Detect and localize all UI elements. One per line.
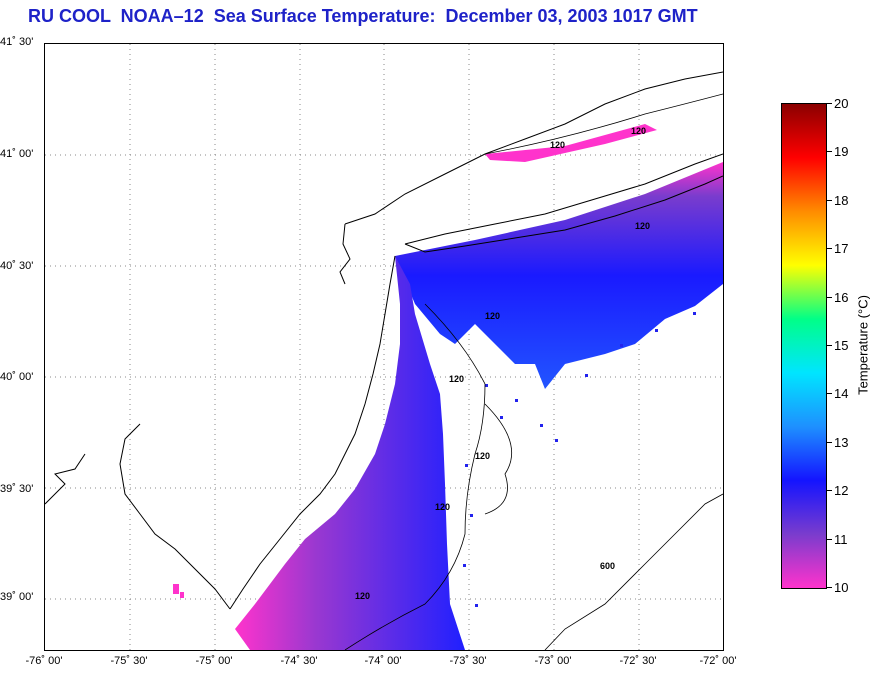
offshore-sst [395,162,723,389]
contour-label: 600 [600,561,615,571]
lat-label: 39˚ 30' [0,483,34,495]
colorbar-label: 10 [834,580,849,595]
contour-label: 120 [635,221,650,231]
colorbar-tick [826,151,832,152]
lon-label: -72˚ 00' [699,655,737,667]
lon-label: -75˚ 30' [110,655,148,667]
colorbar-tick [826,103,832,104]
colorbar-tick [826,297,832,298]
colorbar-label: 16 [834,290,849,305]
sound-sst [485,124,657,162]
colorbar-label: 11 [834,532,848,547]
bathymetry-contours [344,93,723,650]
colorbar-tick [826,393,832,394]
contour-label: 120 [449,374,464,384]
colorbar-label: 19 [834,144,849,159]
colorbar-tick [826,587,832,588]
colorbar-label: 17 [834,241,849,256]
nearshore-sst [235,256,465,650]
contour-label: 120 [475,451,490,461]
contour-label: 120 [485,311,500,321]
colorbar-label: 12 [834,483,849,498]
colorbar-label: 20 [834,96,849,111]
lat-label: 39˚ 00' [0,591,34,603]
contour-label: 120 [631,126,646,136]
colorbar-label: 15 [834,338,849,353]
contour-label: 120 [435,502,450,512]
sst-speckles [463,312,696,607]
coastline [45,71,723,610]
lat-label: 40˚ 30' [0,260,34,272]
colorbar-tick [826,345,832,346]
lon-label: -73˚ 30' [449,655,487,667]
lat-label: 41˚ 30' [0,36,34,48]
lon-label: -72˚ 30' [619,655,657,667]
colorbar-tick [826,539,832,540]
lon-label: -75˚ 00' [195,655,233,667]
colorbar-title: Temperature (°C) [855,295,871,395]
temperature-colorbar [781,103,827,589]
colorbar-tick [826,200,832,201]
colorbar-label: 14 [834,386,849,401]
contour-label: 120 [355,591,370,601]
colorbar-label: 18 [834,193,849,208]
colorbar-tick [826,442,832,443]
lon-label: -76˚ 00' [25,655,63,667]
colorbar-tick [826,248,832,249]
colorbar-label: 13 [834,435,849,450]
map-canvas: 120 120 120 120 120 120 120 120 600 [45,44,723,650]
lon-label: -74˚ 00' [364,655,402,667]
contour-label: 120 [550,140,565,150]
map-title: RU COOL NOAA–12 Sea Surface Temperature:… [28,6,698,26]
sst-map: 120 120 120 120 120 120 120 120 600 [44,43,724,651]
lon-label: -74˚ 30' [280,655,318,667]
colorbar-tick [826,490,832,491]
contour-label-group: 120 120 120 120 120 120 120 120 600 [355,126,650,601]
lon-label: -73˚ 00' [534,655,572,667]
lat-label: 40˚ 00' [0,371,34,383]
land-speckles [173,584,184,598]
lat-label: 41˚ 00' [0,148,34,160]
